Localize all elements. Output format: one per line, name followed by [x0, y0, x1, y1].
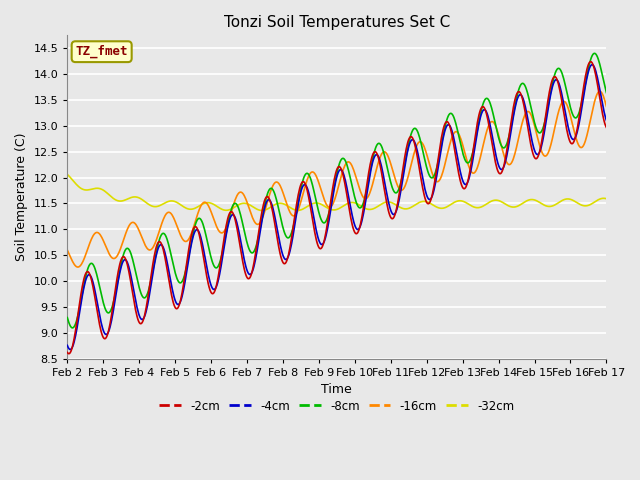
Title: Tonzi Soil Temperatures Set C: Tonzi Soil Temperatures Set C	[224, 15, 450, 30]
Y-axis label: Soil Temperature (C): Soil Temperature (C)	[15, 132, 28, 261]
Legend: -2cm, -4cm, -8cm, -16cm, -32cm: -2cm, -4cm, -8cm, -16cm, -32cm	[155, 395, 519, 417]
Text: TZ_fmet: TZ_fmet	[76, 45, 128, 59]
X-axis label: Time: Time	[321, 383, 352, 396]
